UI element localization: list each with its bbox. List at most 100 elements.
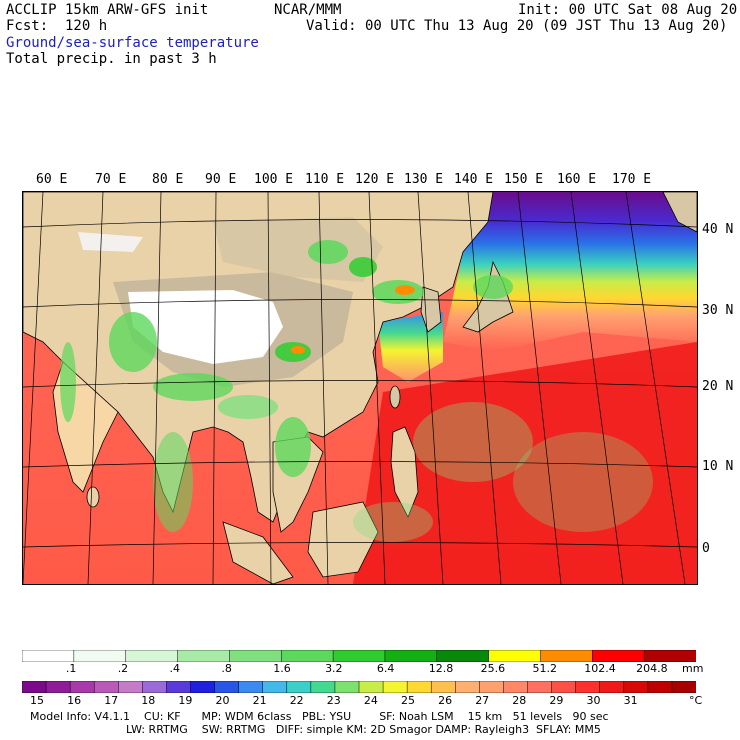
lon-label: 170 E bbox=[612, 172, 652, 187]
lon-label: 120 E bbox=[355, 172, 395, 187]
colorbar-swatch bbox=[286, 681, 312, 693]
taiwan bbox=[389, 385, 401, 409]
model-info-line2: LW: RRTMG SW: RRTMG DIFF: simple KM: 2D … bbox=[126, 723, 601, 736]
lon-label: 130 E bbox=[404, 172, 444, 187]
kazakh-snow bbox=[78, 232, 143, 252]
colorbar-swatch bbox=[280, 650, 334, 662]
map-canvas bbox=[23, 192, 697, 584]
colorbar-swatch bbox=[575, 681, 601, 693]
borneo bbox=[307, 501, 379, 578]
colorbar-swatch bbox=[623, 681, 649, 693]
scale-tick-label: 29 bbox=[549, 694, 564, 707]
plateau-snow bbox=[128, 290, 283, 364]
scale-tick-label: 26 bbox=[438, 694, 453, 707]
scale-tick-label: 18 bbox=[141, 694, 156, 707]
scale-tick-label: 31 bbox=[623, 694, 638, 707]
lon-label: 160 E bbox=[557, 172, 597, 187]
colorbar-swatch bbox=[214, 681, 240, 693]
colorbar-swatch bbox=[643, 650, 696, 662]
scale-tick-label: 6.4 bbox=[376, 662, 395, 675]
scale-tick-label: 25.6 bbox=[480, 662, 506, 675]
colorbar-swatch bbox=[73, 650, 127, 662]
scale-tick-label: .4 bbox=[169, 662, 181, 675]
colorbar-swatch bbox=[358, 681, 384, 693]
scale-tick-label: 15 bbox=[30, 694, 44, 707]
sst-colorbar bbox=[22, 681, 696, 693]
colorbar-swatch bbox=[384, 650, 438, 662]
colorbar-swatch bbox=[177, 650, 231, 662]
lat-label: 30 N bbox=[702, 303, 734, 318]
colorbar-swatch bbox=[488, 650, 542, 662]
lat-label: 10 N bbox=[702, 459, 734, 474]
kamchatka bbox=[662, 192, 697, 233]
colorbar-swatch bbox=[118, 681, 144, 693]
colorbar-swatch bbox=[671, 681, 696, 693]
colorbar-swatch bbox=[45, 681, 71, 693]
colorbar-swatch bbox=[262, 681, 288, 693]
scale-tick-label: 19 bbox=[178, 694, 193, 707]
scale-tick-label: 20 bbox=[215, 694, 230, 707]
colorbar-swatch bbox=[69, 681, 95, 693]
lon-label: 80 E bbox=[152, 172, 184, 187]
scale-tick-label: 25 bbox=[401, 694, 415, 707]
colorbar-swatch bbox=[479, 681, 505, 693]
scale-tick-label: 12.8 bbox=[428, 662, 454, 675]
field-sst-title: Ground/sea-surface temperature bbox=[6, 35, 259, 51]
lon-label: 150 E bbox=[504, 172, 544, 187]
field-precip-title: Total precip. in past 3 h bbox=[6, 51, 217, 67]
scale-tick-label: 51.2 bbox=[532, 662, 557, 675]
scale-tick-label: 30 bbox=[586, 694, 601, 707]
lat-label: 20 N bbox=[702, 379, 734, 394]
mongolia-desert bbox=[213, 217, 383, 282]
scale-tick-label: .8 bbox=[221, 662, 232, 675]
lon-label: 70 E bbox=[95, 172, 127, 187]
precip-clusters bbox=[60, 240, 653, 542]
colorbar-swatch bbox=[334, 681, 360, 693]
scale-tick-label: 204.8 bbox=[636, 662, 668, 675]
valid-time: Valid: 00 UTC Thu 13 Aug 20 (09 JST Thu … bbox=[306, 18, 728, 34]
colorbar-swatch bbox=[22, 681, 47, 693]
colorbar-swatch bbox=[406, 681, 432, 693]
scale-tick-label: 17 bbox=[104, 694, 119, 707]
scale-tick-label: 23 bbox=[326, 694, 341, 707]
colorbar-swatch bbox=[166, 681, 192, 693]
model-info-line1: Model Info: V4.1.1 CU: KF MP: WDM 6class… bbox=[30, 710, 609, 723]
scale-tick-label: 22 bbox=[289, 694, 304, 707]
colorbar-swatch bbox=[238, 681, 264, 693]
colorbar-swatch bbox=[310, 681, 336, 693]
precip-unit: mm bbox=[682, 662, 704, 675]
colorbar-swatch bbox=[436, 650, 490, 662]
precip-colorbar bbox=[22, 650, 696, 662]
colorbar-swatch bbox=[455, 681, 481, 693]
sri-lanka bbox=[86, 486, 100, 508]
scale-tick-label: 1.6 bbox=[273, 662, 291, 675]
colorbar-swatch bbox=[647, 681, 673, 693]
colorbar-swatch bbox=[332, 650, 386, 662]
institution-label: NCAR/MMM bbox=[274, 2, 342, 18]
colorbar-swatch bbox=[229, 650, 282, 662]
colorbar-swatch bbox=[93, 681, 120, 693]
sumatra bbox=[222, 521, 294, 584]
colorbar-swatch bbox=[540, 650, 594, 662]
scale-tick-label: 21 bbox=[252, 694, 267, 707]
colorbar-swatch bbox=[503, 681, 529, 693]
colorbar-swatch bbox=[551, 681, 577, 693]
colorbar-swatch bbox=[592, 650, 645, 662]
graticule bbox=[23, 192, 697, 584]
lon-label: 110 E bbox=[305, 172, 345, 187]
scale-tick-label: 3.2 bbox=[325, 662, 343, 675]
colorbar-swatch bbox=[125, 650, 179, 662]
colorbar-swatch bbox=[430, 681, 457, 693]
lon-label: 140 E bbox=[454, 172, 494, 187]
scale-tick-label: 102.4 bbox=[584, 662, 616, 675]
init-time: Init: 00 UTC Sat 08 Aug 20 bbox=[518, 2, 738, 18]
colorbar-swatch bbox=[527, 681, 553, 693]
lat-label: 40 N bbox=[702, 222, 734, 237]
scale-tick-label: 27 bbox=[475, 694, 490, 707]
lon-label: 100 E bbox=[254, 172, 294, 187]
lon-label: 90 E bbox=[205, 172, 237, 187]
philippines bbox=[390, 426, 419, 518]
colorbar-swatch bbox=[382, 681, 408, 693]
colorbar-swatch bbox=[142, 681, 168, 693]
colorbar-swatch bbox=[599, 681, 625, 693]
